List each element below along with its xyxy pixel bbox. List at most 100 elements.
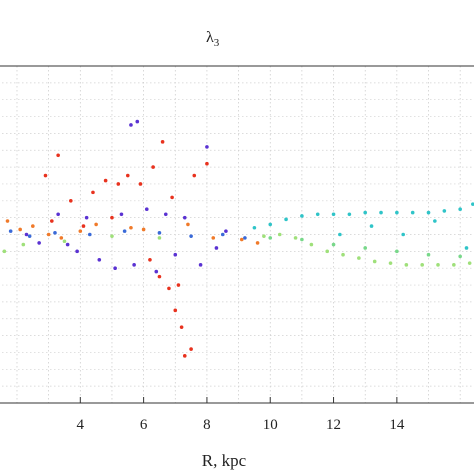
data-point <box>84 215 89 220</box>
data-point <box>404 263 409 267</box>
data-point <box>309 242 314 247</box>
data-point <box>103 178 108 183</box>
data-point <box>170 195 174 200</box>
data-point <box>198 263 203 267</box>
series-5 <box>252 202 474 250</box>
data-point <box>78 229 83 233</box>
data-point <box>252 225 257 230</box>
data-point <box>50 219 54 223</box>
data-point <box>433 219 437 223</box>
data-point <box>65 242 70 247</box>
data-point <box>293 236 298 240</box>
grid-lines <box>0 65 474 404</box>
data-point <box>189 347 193 351</box>
data-point <box>116 182 121 186</box>
data-point <box>192 173 197 178</box>
data-point <box>179 325 184 329</box>
data-point <box>186 222 190 227</box>
data-point <box>239 237 244 242</box>
data-point <box>81 224 86 228</box>
data-point <box>173 252 178 257</box>
data-point <box>205 161 209 166</box>
x-tick-label: 6 <box>140 417 148 433</box>
data-point <box>471 202 474 206</box>
data-point <box>43 173 48 178</box>
data-point <box>426 210 431 215</box>
data-point <box>5 219 10 223</box>
data-point <box>205 145 209 149</box>
data-point <box>110 234 114 238</box>
data-point <box>372 259 377 264</box>
data-point <box>255 241 260 245</box>
data-point <box>467 261 472 265</box>
data-point <box>464 246 469 250</box>
data-point <box>144 207 149 212</box>
data-point <box>284 217 288 222</box>
data-points <box>2 119 474 358</box>
data-point <box>132 263 136 267</box>
data-point <box>379 210 383 215</box>
data-point <box>173 308 178 313</box>
data-point <box>401 232 405 237</box>
data-point <box>21 242 26 247</box>
data-point <box>452 263 456 267</box>
x-tick-label: 10 <box>263 417 278 433</box>
data-point <box>154 269 159 274</box>
data-point <box>157 231 162 235</box>
data-point <box>129 225 133 230</box>
chart-title: λ3 <box>206 29 220 49</box>
data-point <box>37 241 41 245</box>
data-point <box>426 252 431 257</box>
data-point <box>458 254 462 259</box>
x-tick-label: 14 <box>389 417 405 433</box>
data-point <box>24 232 29 237</box>
series-1 <box>43 140 209 358</box>
data-point <box>300 214 304 218</box>
data-point <box>363 246 368 250</box>
data-point <box>395 249 399 254</box>
series-2 <box>5 219 260 245</box>
data-point <box>167 286 171 291</box>
data-point <box>243 236 247 240</box>
data-point <box>224 229 228 233</box>
data-point <box>135 119 140 124</box>
x-tick-label: 4 <box>77 417 85 433</box>
data-point <box>410 210 415 215</box>
data-point <box>182 215 187 220</box>
data-point <box>119 212 124 217</box>
x-tick-label: 8 <box>203 417 211 433</box>
data-point <box>220 232 225 237</box>
data-point <box>91 190 95 195</box>
data-point <box>163 212 168 217</box>
series-7 <box>268 236 462 259</box>
x-axis-ticks: 4 6 8 10 12 14 <box>77 397 405 433</box>
data-point <box>18 227 22 232</box>
data-point <box>148 257 152 262</box>
chart-title-subscript: 3 <box>214 37 220 49</box>
data-point <box>347 212 352 217</box>
data-point <box>268 222 273 227</box>
data-point <box>160 140 165 144</box>
data-point <box>363 210 368 215</box>
data-point <box>113 266 117 271</box>
data-point <box>59 236 64 240</box>
data-point <box>395 210 399 215</box>
data-point <box>388 261 393 265</box>
data-point <box>56 153 60 158</box>
data-point <box>325 249 330 254</box>
data-point <box>315 212 320 217</box>
series-3 <box>24 119 228 274</box>
data-point <box>341 252 345 257</box>
data-point <box>75 249 79 254</box>
data-point <box>69 199 73 203</box>
data-point <box>62 239 67 244</box>
data-point <box>211 236 216 240</box>
data-point <box>338 232 342 237</box>
data-point <box>31 224 35 228</box>
data-point <box>436 263 440 267</box>
chart-title-main: λ <box>206 29 214 46</box>
x-tick-label: 12 <box>326 417 341 433</box>
data-point <box>357 256 361 260</box>
data-point <box>458 207 462 212</box>
